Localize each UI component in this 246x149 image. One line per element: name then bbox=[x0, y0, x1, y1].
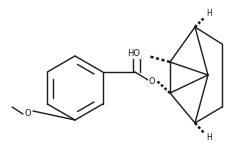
Text: O: O bbox=[25, 110, 31, 118]
Text: H: H bbox=[206, 10, 212, 18]
Text: O: O bbox=[149, 77, 155, 87]
Text: H: H bbox=[206, 132, 212, 142]
Text: HO: HO bbox=[127, 49, 140, 59]
